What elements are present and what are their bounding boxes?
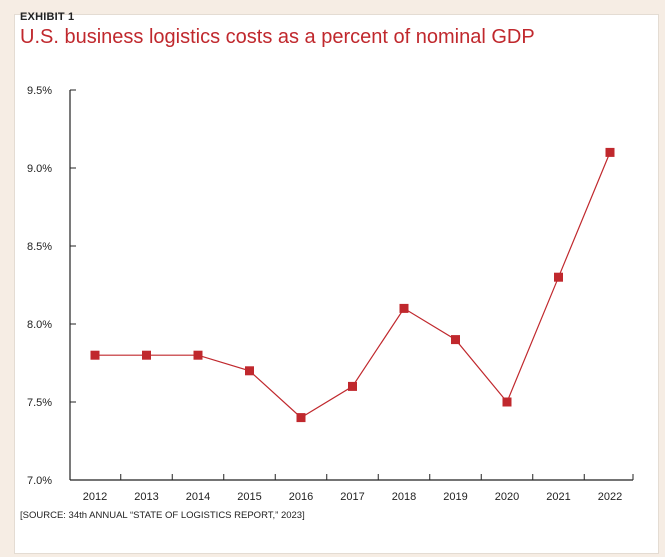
- x-tick-label: 2016: [289, 491, 313, 503]
- x-tick-label: 2013: [134, 491, 158, 503]
- x-tick-label: 2022: [598, 491, 622, 503]
- x-axis-ticks: 2012 2013 2014 2015 2016 2017 2018 2019 2020 2021…: [83, 474, 634, 503]
- y-tick-label: 7.0%: [27, 475, 52, 487]
- series-line: [95, 152, 611, 419]
- chart-axes: [69, 90, 633, 481]
- y-tick-label: 9.0%: [27, 163, 52, 175]
- data-point-marker: [605, 147, 615, 157]
- x-tick-label: 2019: [443, 491, 467, 503]
- data-point-marker: [399, 303, 409, 313]
- data-point-marker: [90, 350, 100, 360]
- x-tick-label: 2012: [83, 491, 107, 503]
- exhibit-label: EXHIBIT 1: [20, 11, 75, 23]
- data-point-marker: [348, 381, 357, 391]
- data-point-marker: [142, 350, 151, 360]
- source-note: [SOURCE: 34th ANNUAL “STATE OF LOGISTICS…: [20, 510, 305, 521]
- data-point-marker: [554, 272, 563, 282]
- y-tick-label: 8.5%: [27, 241, 52, 253]
- data-point-marker: [193, 350, 203, 360]
- data-point-marker: [296, 413, 306, 423]
- series-group: [90, 147, 615, 423]
- data-point-marker: [245, 366, 254, 376]
- x-tick-label: 2014: [186, 491, 210, 503]
- y-tick-label: 8.0%: [27, 319, 52, 331]
- x-tick-label: 2015: [237, 491, 261, 503]
- chart-title: U.S. business logistics costs as a perce…: [20, 26, 535, 48]
- data-point-marker: [451, 335, 460, 345]
- x-tick-label: 2020: [495, 491, 519, 503]
- exhibit-panel: [14, 14, 659, 554]
- data-point-marker: [502, 397, 512, 407]
- x-tick-label: 2017: [340, 491, 364, 503]
- y-axis-ticks: 7.0% 7.5% 8.0% 8.5% 9.0% 9.5%: [27, 85, 76, 487]
- x-tick-label: 2021: [546, 491, 570, 503]
- y-tick-label: 9.5%: [27, 85, 52, 97]
- y-tick-label: 7.5%: [27, 397, 52, 409]
- x-tick-label: 2018: [392, 491, 416, 503]
